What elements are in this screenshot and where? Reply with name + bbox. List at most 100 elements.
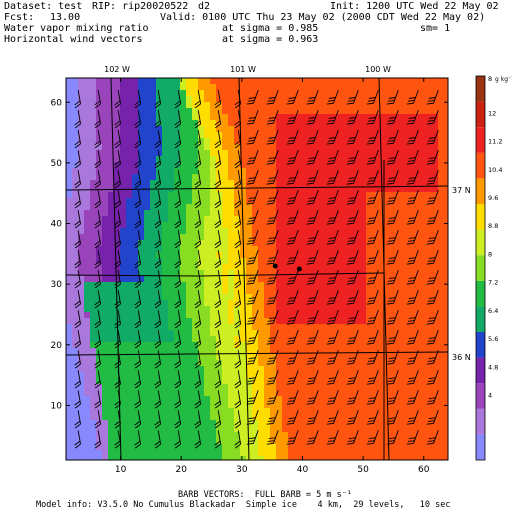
wind-barb bbox=[94, 310, 101, 329]
map-frame bbox=[65, 77, 449, 461]
wind-barb bbox=[426, 310, 439, 325]
wind-barb bbox=[426, 170, 439, 185]
wind-barb bbox=[114, 170, 121, 189]
wind-barb bbox=[386, 109, 399, 125]
wind-barb bbox=[406, 230, 419, 245]
wind-barb bbox=[134, 330, 142, 349]
wind-barb bbox=[234, 270, 242, 289]
wind-barb bbox=[426, 250, 439, 265]
wind-barb bbox=[194, 390, 202, 409]
wind-barb bbox=[194, 130, 202, 149]
colorbar-label: 11.2 bbox=[488, 138, 502, 146]
wind-barb bbox=[366, 129, 379, 145]
wind-barb bbox=[266, 109, 279, 125]
wind-barb bbox=[134, 150, 142, 169]
wind-barb bbox=[194, 290, 202, 309]
wind-barb bbox=[234, 130, 242, 149]
wind-barb bbox=[134, 430, 142, 449]
wind-barb bbox=[194, 310, 202, 329]
wind-barb bbox=[234, 370, 242, 389]
moisture-field bbox=[66, 78, 448, 460]
wind-barb bbox=[234, 310, 242, 329]
wind-barb bbox=[406, 330, 419, 345]
wind-barb bbox=[246, 109, 259, 125]
wind-barb bbox=[326, 350, 339, 365]
wind-barb bbox=[154, 270, 162, 289]
wind-barb bbox=[174, 290, 182, 309]
dataset-label: Dataset: test bbox=[4, 1, 83, 12]
wind-barb bbox=[286, 150, 299, 165]
wind-barb bbox=[114, 150, 121, 169]
wind-barb bbox=[234, 390, 242, 409]
wind-barb bbox=[154, 350, 162, 369]
wind-barb bbox=[326, 310, 339, 325]
wind-barb bbox=[286, 270, 299, 285]
wind-barb bbox=[174, 250, 182, 269]
wind-barb bbox=[214, 110, 222, 129]
wind-barb bbox=[234, 290, 242, 309]
wind-barb bbox=[134, 290, 142, 309]
wind-barb bbox=[74, 290, 81, 309]
wind-barb bbox=[306, 390, 319, 405]
colorbar-swatch bbox=[476, 76, 485, 102]
wind-barb bbox=[386, 290, 399, 305]
y-tick-label: 20 bbox=[51, 341, 63, 351]
wind-barb bbox=[406, 129, 419, 145]
y-tick-label: 40 bbox=[51, 220, 63, 230]
wind-barb bbox=[326, 330, 339, 345]
wind-barb bbox=[174, 190, 182, 209]
wind-barb bbox=[114, 230, 121, 249]
valid-time: Valid: 0100 UTC Thu 23 May 02 (2000 CDT … bbox=[160, 12, 486, 23]
wind-barb bbox=[194, 110, 202, 129]
wind-barb bbox=[214, 210, 222, 229]
wind-barb bbox=[154, 150, 162, 169]
wind-barb bbox=[174, 270, 182, 289]
wind-barb bbox=[426, 370, 439, 385]
wind-barb bbox=[346, 290, 359, 305]
wind-barb bbox=[326, 129, 339, 145]
wind-barb bbox=[214, 350, 222, 369]
wind-barb bbox=[94, 210, 101, 229]
wind-barb bbox=[426, 89, 439, 105]
colorbar-label: 8 bbox=[488, 250, 492, 258]
domain-label: d2 bbox=[198, 1, 211, 12]
wind-barb bbox=[386, 170, 399, 185]
wind-barb bbox=[154, 310, 162, 329]
wind-barb bbox=[174, 150, 182, 169]
wind-barb bbox=[366, 290, 379, 305]
x-tick-label: 50 bbox=[357, 465, 369, 475]
wind-barb bbox=[234, 330, 242, 349]
wind-barb bbox=[114, 210, 121, 229]
wind-barb bbox=[346, 250, 359, 265]
wind-barb bbox=[246, 410, 259, 425]
wind-barb bbox=[266, 430, 279, 445]
wind-barb bbox=[114, 410, 121, 429]
wind-barb bbox=[426, 270, 439, 285]
wind-barb bbox=[406, 290, 419, 305]
wind-barb bbox=[326, 390, 339, 405]
wind-barb bbox=[346, 109, 359, 125]
wind-barb bbox=[406, 410, 419, 425]
wind-barb bbox=[74, 310, 81, 329]
wind-barb bbox=[214, 130, 222, 149]
wind-barb bbox=[174, 130, 182, 149]
wind-barb bbox=[194, 250, 202, 269]
wind-barb bbox=[234, 150, 242, 169]
wind-barb bbox=[326, 290, 339, 305]
colorbar-swatch bbox=[476, 357, 485, 384]
wind-barb bbox=[174, 110, 182, 129]
wind-barb bbox=[386, 410, 399, 425]
wind-barb bbox=[346, 390, 359, 405]
wind-barb bbox=[246, 430, 259, 445]
wind-barb bbox=[266, 190, 279, 205]
wind-barb bbox=[346, 230, 359, 245]
field1-name: Water vapor mixing ratio bbox=[4, 23, 149, 34]
wind-barb bbox=[234, 190, 242, 209]
wind-barb bbox=[246, 330, 259, 345]
wind-barb bbox=[74, 270, 81, 289]
wind-barb bbox=[366, 210, 379, 225]
wind-barb bbox=[234, 210, 242, 229]
x-tick-label: 20 bbox=[175, 465, 187, 475]
wind-barb bbox=[306, 410, 319, 425]
wind-barb bbox=[366, 89, 379, 105]
